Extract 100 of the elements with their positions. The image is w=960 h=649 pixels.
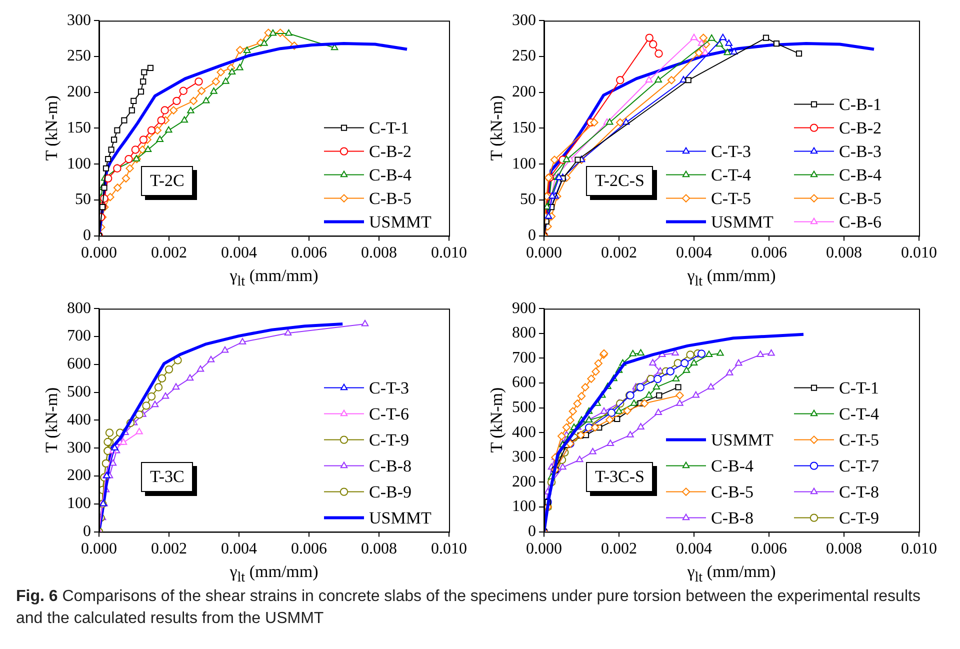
x-tick-label: 0.006 xyxy=(751,540,787,558)
x-tick-label: 0.002 xyxy=(151,244,187,262)
y-tick-label: 0 xyxy=(83,523,91,540)
y-axis-title: T (kN-m) xyxy=(487,96,507,161)
y-tick-label: 600 xyxy=(67,356,91,373)
annotation: T-2C xyxy=(141,166,194,196)
y-tick-label: 300 xyxy=(512,12,536,29)
y-tick-label: 0 xyxy=(83,227,91,244)
legend-label: C-B-2 xyxy=(369,142,412,161)
legend-label: USMMT xyxy=(711,430,774,450)
legend-label: C-B-8 xyxy=(711,508,754,528)
legend-label: C-B-1 xyxy=(839,94,882,114)
y-tick-label: 100 xyxy=(512,498,536,516)
legend-label: C-T-8 xyxy=(839,482,879,502)
y-tick-label: 700 xyxy=(67,328,91,345)
x-tick-label: 0.010 xyxy=(901,540,937,558)
legend-label: USMMT xyxy=(711,212,774,232)
x-axis-title: γ$_{lt}$ (mm/mm) xyxy=(230,266,318,290)
y-tick-label: 500 xyxy=(67,384,91,401)
x-axis-title: γ$_{lt}$ (mm/mm) xyxy=(230,562,318,586)
y-tick-label: 150 xyxy=(512,119,536,136)
x-axis-title: γ$_{lt}$ (mm/mm) xyxy=(687,266,776,290)
legend-label: C-B-5 xyxy=(839,188,882,208)
y-tick-label: 250 xyxy=(67,48,91,65)
x-tick-label: 0.006 xyxy=(291,540,327,558)
legend-label: C-T-4 xyxy=(839,404,880,424)
annotation: T-3C xyxy=(141,462,194,492)
x-tick-label: 0.010 xyxy=(431,540,467,558)
y-tick-label: 400 xyxy=(512,424,536,441)
legend-label: C-B-9 xyxy=(369,482,412,502)
y-tick-label: 800 xyxy=(512,324,536,342)
annotation: T-3C-S xyxy=(586,462,654,492)
x-tick-label: 0.010 xyxy=(431,244,467,262)
y-tick-label: 300 xyxy=(67,439,91,456)
x-tick-label: 0.004 xyxy=(221,540,257,558)
y-tick-label: 50 xyxy=(520,191,536,208)
y-tick-label: 700 xyxy=(512,349,536,366)
legend-label: C-T-1 xyxy=(839,378,879,398)
x-tick-label: 0.006 xyxy=(751,244,787,262)
y-tick-label: 500 xyxy=(512,399,536,416)
legend-label: C-T-9 xyxy=(839,508,879,528)
legend-label: C-B-2 xyxy=(839,118,882,138)
legend-label: C-T-9 xyxy=(369,430,409,450)
annotation: T-2C-S xyxy=(586,166,654,196)
legend-label: C-B-4 xyxy=(839,165,882,184)
y-tick-label: 600 xyxy=(512,374,536,392)
x-tick-label: 0.008 xyxy=(361,244,397,262)
x-tick-label: 0.004 xyxy=(676,244,712,262)
y-tick-label: 200 xyxy=(67,467,91,484)
y-tick-label: 100 xyxy=(67,495,91,512)
x-tick-label: 0.000 xyxy=(526,244,562,262)
y-tick-label: 0 xyxy=(528,523,536,540)
x-tick-label: 0.002 xyxy=(601,244,637,262)
x-tick-label: 0.000 xyxy=(81,244,117,262)
y-tick-label: 200 xyxy=(512,84,536,101)
y-tick-label: 200 xyxy=(67,84,91,101)
legend-label: C-B-4 xyxy=(369,165,412,184)
x-tick-label: 0.008 xyxy=(826,540,862,558)
legend-label: C-T-1 xyxy=(369,118,409,138)
y-tick-label: 200 xyxy=(512,473,536,490)
y-tick-label: 100 xyxy=(512,155,536,172)
legend-label: C-T-5 xyxy=(711,188,751,208)
y-tick-label: 300 xyxy=(67,12,91,29)
legend-label: C-T-7 xyxy=(839,456,880,476)
legend-label: C-B-5 xyxy=(711,482,754,502)
legend-label: C-T-4 xyxy=(711,165,752,184)
y-axis-title: T (kN-m) xyxy=(42,388,62,453)
legend-label: USMMT xyxy=(369,508,432,528)
x-tick-label: 0.004 xyxy=(676,540,712,558)
x-tick-label: 0.006 xyxy=(291,244,327,262)
y-tick-label: 400 xyxy=(67,411,91,428)
x-tick-label: 0.002 xyxy=(601,540,637,558)
x-tick-label: 0.008 xyxy=(826,244,862,262)
legend-label: C-T-6 xyxy=(369,404,409,424)
legend-label: C-B-6 xyxy=(839,212,882,232)
y-tick-label: 150 xyxy=(67,119,91,136)
y-axis-title: T (kN-m) xyxy=(42,96,62,161)
caption: Fig. 6 Comparisons of the shear strains in concrete slabs of the specimens under pure torsion between the experimental results and the calculated results from the USMMT xyxy=(16,588,920,627)
y-tick-label: 800 xyxy=(67,300,91,317)
y-tick-label: 50 xyxy=(75,191,91,208)
x-tick-label: 0.004 xyxy=(221,244,257,262)
legend-label: C-T-5 xyxy=(839,430,879,450)
y-tick-label: 250 xyxy=(512,48,536,65)
y-tick-label: 100 xyxy=(67,155,91,172)
legend-label: C-T-3 xyxy=(711,142,751,161)
x-tick-label: 0.008 xyxy=(361,540,397,558)
y-tick-label: 900 xyxy=(512,300,536,317)
legend-label: C-T-3 xyxy=(369,378,409,398)
x-tick-label: 0.010 xyxy=(901,244,937,262)
legend-label: C-B-5 xyxy=(369,188,412,208)
x-tick-label: 0.000 xyxy=(526,540,562,558)
x-tick-label: 0.000 xyxy=(81,540,117,558)
legend-label: C-B-8 xyxy=(369,456,412,476)
x-axis-title: γ$_{lt}$ (mm/mm) xyxy=(687,562,776,586)
y-axis-title: T (kN-m) xyxy=(487,388,507,453)
y-tick-label: 0 xyxy=(528,227,536,244)
legend-label: C-B-3 xyxy=(839,142,882,161)
legend-label: USMMT xyxy=(369,212,432,232)
legend-label: C-B-4 xyxy=(711,456,754,476)
x-tick-label: 0.002 xyxy=(151,540,187,558)
